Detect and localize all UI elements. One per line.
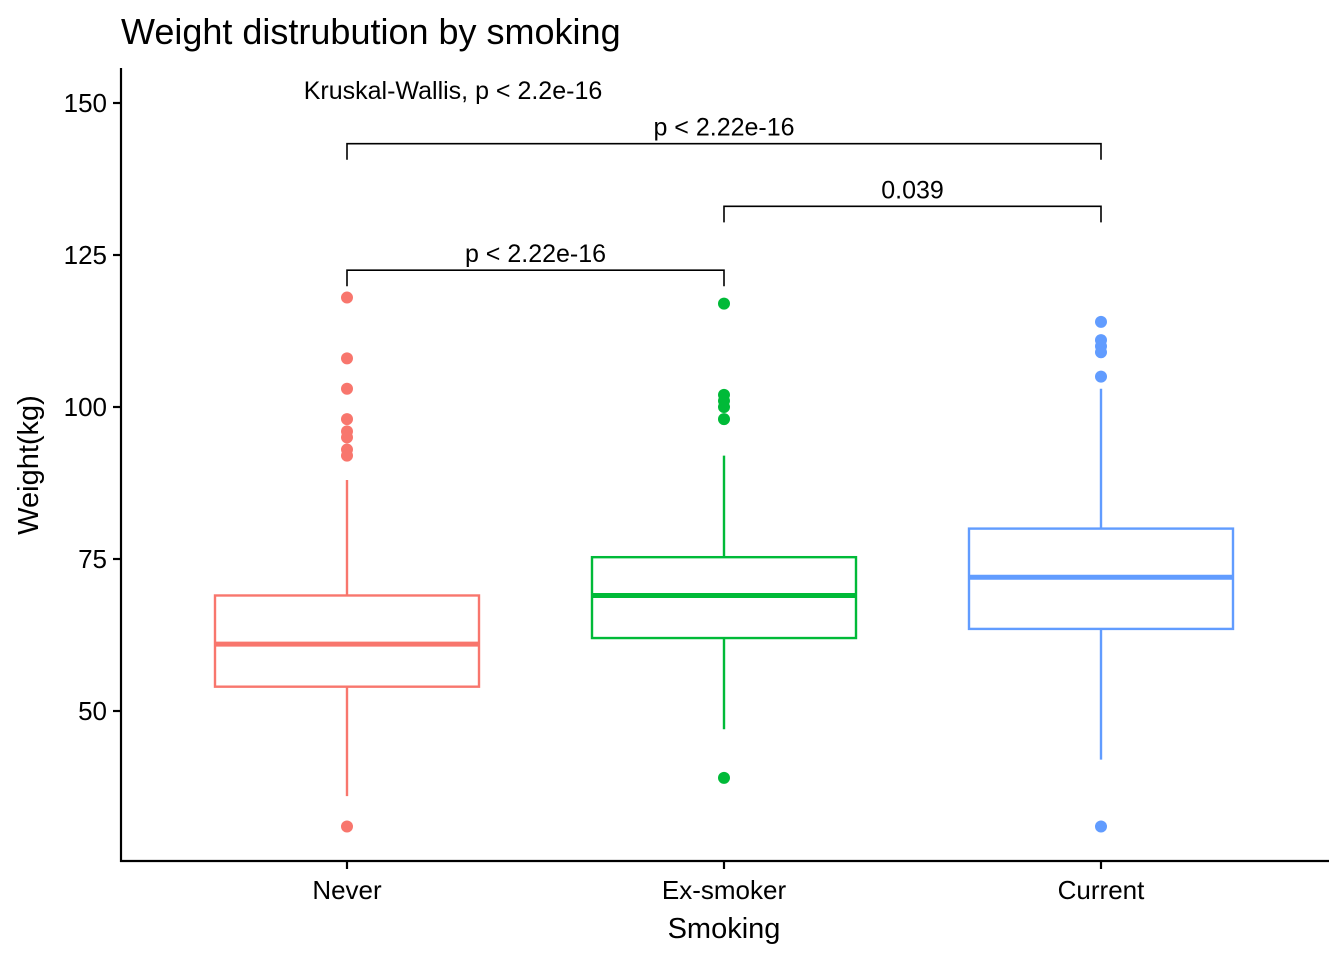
y-tick-label: 125 — [64, 240, 107, 270]
outlier-point — [341, 291, 353, 304]
outlier-point — [341, 431, 353, 444]
outlier-point — [718, 297, 730, 310]
x-tick-label: Current — [1058, 875, 1145, 905]
outlier-point — [341, 820, 353, 833]
y-tick-label: 50 — [78, 696, 107, 726]
comparison-bracket: 0.039 — [723, 176, 1102, 223]
outlier-point — [1095, 346, 1107, 359]
plot-area: p < 2.22e-16 0.039 p < 2.22e-16 Kruskal-Wa… — [213, 77, 1235, 833]
y-axis-title: Weight(kg) — [13, 395, 45, 535]
box-series — [213, 291, 1235, 833]
comparison-brackets: p < 2.22e-16 0.039 p < 2.22e-16 — [346, 114, 1102, 287]
bracket-line — [346, 269, 725, 287]
outlier-point — [718, 401, 730, 413]
comparison-p-value: p < 2.22e-16 — [653, 114, 794, 142]
comparison-bracket: p < 2.22e-16 — [346, 114, 1102, 160]
box-current — [967, 315, 1235, 833]
x-axis: Never Ex-smoker Current — [120, 859, 1329, 905]
y-tick-label: 100 — [64, 392, 107, 422]
comparison-bracket: p < 2.22e-16 — [346, 240, 725, 287]
outlier-point — [718, 413, 730, 426]
outlier-point — [1095, 315, 1107, 328]
x-axis-title: Smoking — [668, 913, 781, 945]
x-tick-label: Never — [312, 875, 382, 905]
interquartile-box — [213, 594, 481, 688]
box-never — [213, 291, 481, 833]
kruskal-wallis-label: Kruskal-Wallis, p < 2.2e-16 — [304, 77, 603, 105]
y-tick-label: 75 — [78, 544, 107, 574]
y-axis: 50 75 100 125 150 — [64, 68, 123, 862]
bracket-line — [723, 205, 1102, 223]
x-tick-label: Ex-smoker — [662, 875, 787, 905]
box-ex-smoker — [590, 297, 858, 784]
outlier-point — [1095, 370, 1107, 383]
y-tick-label: 150 — [64, 88, 107, 118]
bracket-line — [346, 142, 1102, 160]
comparison-p-value: p < 2.22e-16 — [465, 240, 606, 268]
outlier-point — [341, 449, 353, 462]
outlier-point — [341, 352, 353, 365]
outlier-point — [1095, 820, 1107, 833]
outlier-point — [341, 413, 353, 426]
outlier-point — [718, 771, 730, 784]
chart-title: Weight distrubution by smoking — [121, 11, 621, 52]
comparison-p-value: 0.039 — [881, 176, 944, 204]
outlier-point — [341, 382, 353, 395]
